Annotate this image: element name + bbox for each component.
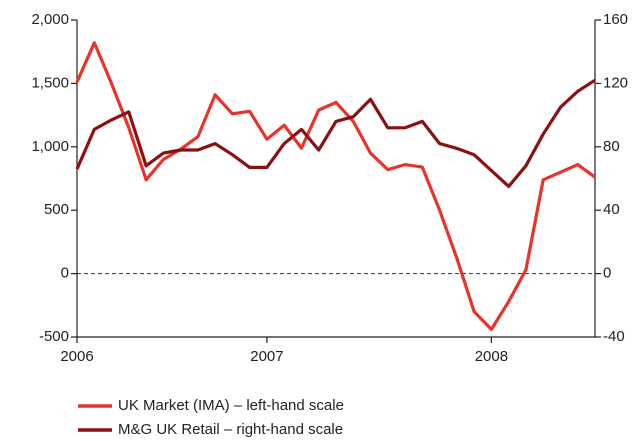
x-tick-label: 2006	[60, 348, 93, 365]
y2-tick-label: 120	[603, 74, 628, 91]
x-tick-label: 2008	[475, 348, 508, 365]
y-tick-label: 2,000	[31, 11, 69, 28]
y-tick-label: 0	[61, 265, 69, 282]
y2-tick-label: 0	[603, 265, 611, 282]
y-tick-label: 1,500	[31, 74, 69, 91]
y-tick-label: 1,000	[31, 138, 69, 155]
series-line	[75, 41, 596, 331]
y2-tick-label: 40	[603, 201, 620, 218]
x-tick-label: 2007	[250, 348, 283, 365]
series-line	[75, 78, 596, 188]
y-tick-label: -500	[39, 328, 69, 345]
y2-tick-label: 160	[603, 11, 628, 28]
y-tick-label: 500	[44, 201, 69, 218]
legend-label: M&G UK Retail – right-hand scale	[118, 421, 343, 438]
y2-tick-label: 80	[603, 138, 620, 155]
y2-tick-label: -40	[603, 328, 625, 345]
legend-label: UK Market (IMA) – left-hand scale	[118, 397, 344, 414]
